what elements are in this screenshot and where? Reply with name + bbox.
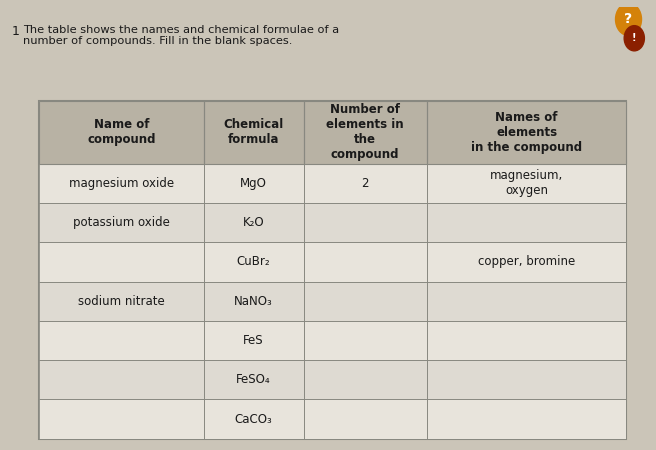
Circle shape <box>615 3 642 36</box>
Text: !: ! <box>632 33 636 43</box>
Text: FeSO₄: FeSO₄ <box>236 374 271 386</box>
Text: 1: 1 <box>12 25 20 38</box>
Text: potassium oxide: potassium oxide <box>73 216 170 229</box>
Text: magnesium oxide: magnesium oxide <box>69 177 174 190</box>
Text: sodium nitrate: sodium nitrate <box>78 295 165 308</box>
Text: Name of
compound: Name of compound <box>87 118 156 146</box>
Text: K₂O: K₂O <box>243 216 264 229</box>
Text: Chemical
formula: Chemical formula <box>224 118 284 146</box>
Text: ?: ? <box>625 12 632 27</box>
Text: 2: 2 <box>361 177 369 190</box>
Text: copper, bromine: copper, bromine <box>478 256 575 268</box>
Text: FeS: FeS <box>243 334 264 347</box>
Circle shape <box>625 26 644 51</box>
Text: Names of
elements
in the compound: Names of elements in the compound <box>471 111 583 154</box>
Text: CuBr₂: CuBr₂ <box>237 256 270 268</box>
Text: NaNO₃: NaNO₃ <box>234 295 273 308</box>
Text: MgO: MgO <box>240 177 267 190</box>
Text: CaCO₃: CaCO₃ <box>235 413 272 426</box>
Text: magnesium,
oxygen: magnesium, oxygen <box>490 169 564 198</box>
Text: The table shows the names and chemical formulae of a
number of compounds. Fill i: The table shows the names and chemical f… <box>23 25 339 46</box>
Text: Number of
elements in
the
compound: Number of elements in the compound <box>327 104 404 162</box>
